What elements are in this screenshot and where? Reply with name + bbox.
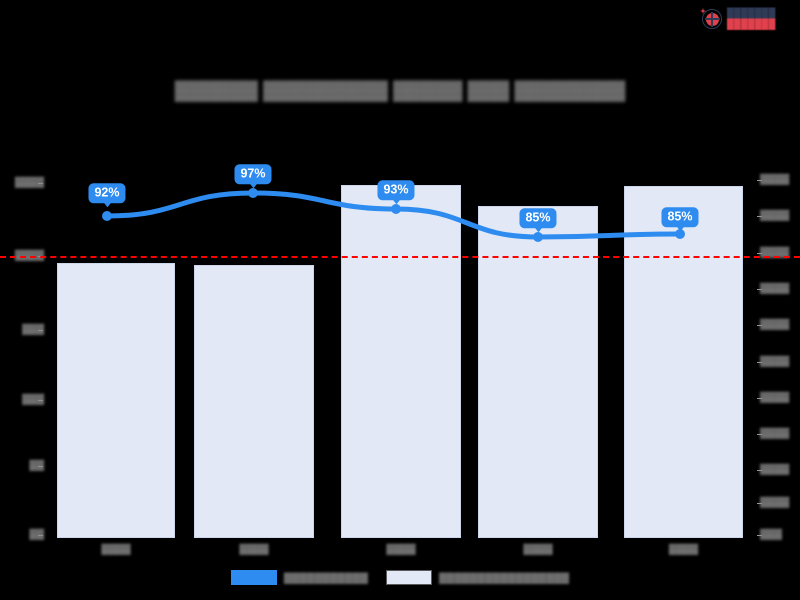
right-axis-tick <box>757 362 762 363</box>
chart-title: ▓▓▓▓▓▓ ▓▓▓▓▓▓▓▓▓ ▓▓▓▓▓ ▓▓▓ ▓▓▓▓▓▓▓▓ <box>174 80 626 101</box>
right-axis-tick <box>757 289 762 290</box>
legend-swatch <box>230 570 277 585</box>
category-label: ▓▓▓▓ <box>523 544 553 555</box>
left-axis-label: ▓▓ <box>29 460 44 471</box>
target-reference-line <box>0 256 800 258</box>
left-axis-tick <box>38 183 43 184</box>
bar[interactable] <box>624 186 743 538</box>
right-axis-label: ▓▓▓▓ <box>760 247 790 258</box>
legend-item[interactable]: ▓▓▓▓▓▓▓▓▓▓▓ <box>230 570 369 585</box>
logo-mark-icon <box>700 7 724 31</box>
legend-label: ▓▓▓▓▓▓▓▓▓▓▓▓▓▓▓▓▓ <box>439 571 570 584</box>
data-point-label: 93% <box>377 180 415 204</box>
right-axis-label: ▓▓▓ <box>760 529 782 540</box>
left-axis-label: ▓▓▓▓ <box>14 250 44 261</box>
right-axis-label: ▓▓▓▓ <box>760 174 790 185</box>
bar[interactable] <box>478 206 598 538</box>
data-point-label: 85% <box>661 207 699 231</box>
chart-legend: ▓▓▓▓▓▓▓▓▓▓▓ ▓▓▓▓▓▓▓▓▓▓▓▓▓▓▓▓▓ <box>0 570 800 585</box>
left-axis-tick <box>38 466 43 467</box>
right-axis-tick <box>757 398 762 399</box>
right-axis-tick <box>757 535 762 536</box>
left-axis-label: ▓▓▓▓ <box>14 177 44 188</box>
right-axis-label: ▓▓▓▓ <box>760 283 790 294</box>
category-label: ▓▓▓▓ <box>239 544 269 555</box>
legend-swatch <box>386 570 433 585</box>
right-axis-tick <box>757 434 762 435</box>
left-axis-tick <box>38 535 43 536</box>
right-axis-tick <box>757 470 762 471</box>
legend-item[interactable]: ▓▓▓▓▓▓▓▓▓▓▓▓▓▓▓▓▓ <box>386 570 569 585</box>
right-axis-tick <box>757 325 762 326</box>
right-axis-tick <box>757 253 762 254</box>
brand-logo: ███████ ███████ <box>700 4 792 34</box>
bar[interactable] <box>341 185 461 538</box>
category-label: ▓▓▓▓ <box>386 544 416 555</box>
right-axis-label: ▓▓▓▓ <box>760 210 790 221</box>
data-point-label: 85% <box>519 208 557 232</box>
left-axis-label: ▓▓▓ <box>22 394 44 405</box>
right-axis-label: ▓▓▓▓ <box>760 319 790 330</box>
left-axis-tick <box>38 330 43 331</box>
right-axis-tick <box>757 180 762 181</box>
logo-wordmark: ███████ ███████ <box>727 9 776 29</box>
category-label: ▓▓▓▓ <box>101 544 131 555</box>
left-axis-label: ▓▓▓ <box>22 324 44 335</box>
legend-label: ▓▓▓▓▓▓▓▓▓▓▓ <box>283 571 369 584</box>
left-axis-label: ▓▓ <box>29 529 44 540</box>
bar[interactable] <box>57 263 175 538</box>
right-axis-label: ▓▓▓▓ <box>760 497 790 508</box>
left-axis-tick <box>38 400 43 401</box>
category-label: ▓▓▓▓ <box>668 544 699 555</box>
right-axis-label: ▓▓▓▓ <box>760 392 790 403</box>
right-axis-tick <box>757 216 762 217</box>
right-axis-tick <box>757 503 762 504</box>
data-point-label: 92% <box>88 183 126 207</box>
logo-line-2: ███████ <box>727 18 776 30</box>
logo-line-1: ███████ <box>727 8 776 19</box>
right-axis-label: ▓▓▓▓ <box>760 356 790 367</box>
right-axis-label: ▓▓▓▓ <box>760 428 790 439</box>
right-axis-label: ▓▓▓▓ <box>760 464 790 475</box>
data-point-label: 97% <box>234 164 272 188</box>
bar[interactable] <box>194 265 314 538</box>
